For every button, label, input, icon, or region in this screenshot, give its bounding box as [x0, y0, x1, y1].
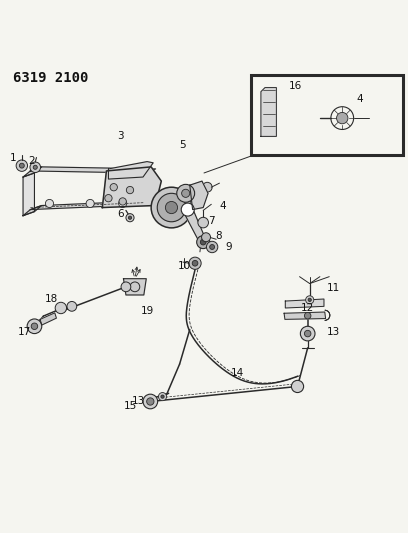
Circle shape — [202, 233, 211, 241]
Text: 14: 14 — [231, 368, 244, 378]
Circle shape — [331, 107, 354, 130]
Circle shape — [210, 245, 215, 249]
Text: 13: 13 — [327, 327, 340, 336]
Circle shape — [110, 183, 118, 191]
Circle shape — [45, 199, 53, 207]
Circle shape — [119, 199, 127, 207]
Circle shape — [192, 261, 198, 266]
Circle shape — [27, 319, 42, 334]
Text: 12: 12 — [301, 303, 314, 313]
Text: 18: 18 — [45, 294, 58, 304]
Circle shape — [202, 182, 212, 192]
Circle shape — [157, 193, 186, 222]
Polygon shape — [261, 87, 276, 136]
Circle shape — [86, 199, 94, 207]
Text: 1: 1 — [9, 152, 16, 163]
Circle shape — [105, 195, 112, 202]
Text: 19: 19 — [140, 306, 154, 316]
Circle shape — [55, 302, 67, 313]
Text: 17: 17 — [18, 327, 31, 336]
Circle shape — [198, 217, 208, 228]
Text: 5: 5 — [180, 140, 186, 150]
Circle shape — [306, 296, 314, 304]
Circle shape — [126, 187, 134, 193]
Circle shape — [126, 214, 134, 222]
Circle shape — [151, 187, 192, 228]
Polygon shape — [102, 167, 161, 207]
Bar — [251, 75, 403, 155]
Circle shape — [197, 236, 210, 248]
Text: 11: 11 — [327, 282, 340, 293]
Circle shape — [146, 398, 154, 405]
Text: 3: 3 — [118, 131, 124, 141]
Circle shape — [206, 241, 218, 253]
Text: 7: 7 — [208, 216, 215, 226]
Circle shape — [182, 189, 190, 197]
Circle shape — [161, 395, 164, 398]
Circle shape — [200, 239, 206, 245]
Circle shape — [177, 184, 195, 202]
Circle shape — [181, 203, 194, 216]
Polygon shape — [190, 181, 208, 209]
Text: 8: 8 — [215, 231, 222, 241]
Circle shape — [308, 298, 311, 302]
Circle shape — [158, 392, 166, 401]
Text: 4: 4 — [219, 201, 226, 211]
Circle shape — [33, 165, 37, 169]
Text: 4: 4 — [357, 94, 363, 103]
Circle shape — [119, 198, 126, 205]
Circle shape — [304, 312, 311, 319]
Circle shape — [30, 162, 40, 173]
Circle shape — [291, 381, 304, 392]
Circle shape — [143, 394, 157, 409]
Circle shape — [16, 160, 27, 171]
Text: 6319 2100: 6319 2100 — [13, 71, 88, 85]
Circle shape — [304, 330, 311, 337]
Circle shape — [189, 257, 201, 269]
Polygon shape — [30, 167, 155, 173]
Text: 13: 13 — [131, 397, 145, 407]
Text: 10: 10 — [178, 261, 191, 271]
Circle shape — [300, 326, 315, 341]
Polygon shape — [284, 312, 326, 319]
Circle shape — [129, 216, 132, 220]
Text: 9: 9 — [225, 242, 232, 252]
Polygon shape — [109, 161, 153, 179]
Text: 15: 15 — [123, 401, 137, 410]
Polygon shape — [30, 200, 155, 209]
Polygon shape — [124, 279, 146, 295]
Circle shape — [121, 282, 131, 292]
Circle shape — [165, 201, 177, 214]
Circle shape — [130, 282, 140, 292]
Text: 16: 16 — [289, 82, 302, 91]
Text: 6: 6 — [118, 209, 124, 220]
Polygon shape — [183, 207, 206, 244]
Polygon shape — [285, 299, 324, 308]
Circle shape — [31, 323, 38, 329]
Polygon shape — [40, 313, 56, 325]
Text: 2: 2 — [28, 156, 35, 166]
Polygon shape — [23, 167, 42, 177]
Circle shape — [67, 302, 77, 311]
Circle shape — [20, 163, 24, 168]
Circle shape — [337, 112, 348, 124]
Polygon shape — [23, 206, 42, 216]
Polygon shape — [23, 173, 34, 216]
